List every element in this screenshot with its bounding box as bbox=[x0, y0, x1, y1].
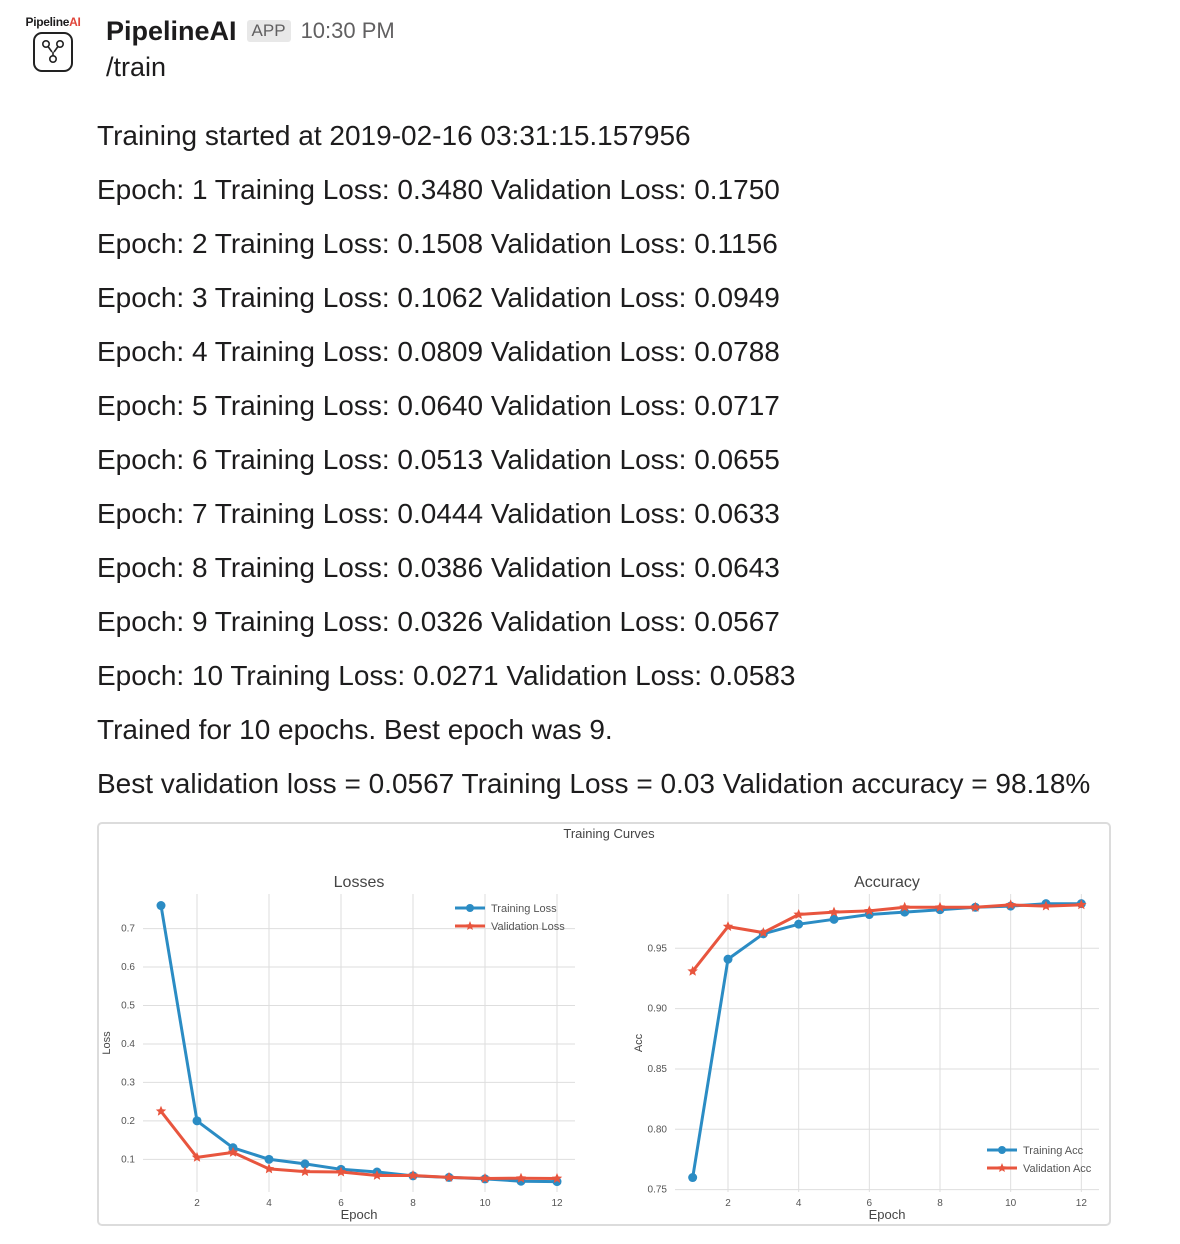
data-point bbox=[156, 901, 166, 911]
x-tick-label: 4 bbox=[796, 1198, 802, 1209]
y-tick-label: 0.4 bbox=[121, 1039, 135, 1050]
subplot-title: Losses bbox=[334, 874, 385, 891]
y-tick-label: 0.85 bbox=[648, 1064, 668, 1075]
data-point bbox=[551, 1173, 563, 1183]
data-point bbox=[300, 1159, 310, 1169]
data-point bbox=[443, 1171, 455, 1182]
log-line: Epoch: 8 Training Loss: 0.0386 Validatio… bbox=[97, 552, 780, 583]
data-point bbox=[829, 914, 839, 924]
legend-marker bbox=[998, 1146, 1006, 1154]
message-timestamp[interactable]: 10:30 PM bbox=[300, 18, 395, 43]
data-point bbox=[723, 954, 733, 964]
training-curves-figure: Training Curves 2 4 6 8 10 12 0.1 0.2 0.3 0.4 0.5 0… bbox=[101, 826, 1099, 1222]
legend-marker bbox=[466, 904, 474, 912]
data-point bbox=[192, 1116, 202, 1126]
log-line: Epoch: 9 Training Loss: 0.0326 Validatio… bbox=[97, 606, 780, 637]
data-point bbox=[264, 1154, 274, 1164]
x-tick-label: 12 bbox=[551, 1198, 563, 1209]
app-avatar[interactable]: PipelineAI bbox=[18, 14, 88, 84]
data-point bbox=[687, 965, 698, 976]
log-line: Training started at 2019-02-16 03:31:15.… bbox=[97, 120, 691, 151]
data-point bbox=[793, 909, 804, 919]
data-point bbox=[970, 901, 981, 912]
data-point bbox=[1040, 900, 1052, 911]
y-tick-label: 0.80 bbox=[648, 1124, 668, 1135]
y-tick-label: 0.6 bbox=[121, 962, 135, 973]
subplot-title: Accuracy bbox=[854, 874, 920, 891]
x-tick-label: 4 bbox=[266, 1198, 272, 1209]
data-point bbox=[371, 1170, 383, 1180]
x-tick-label: 10 bbox=[479, 1198, 491, 1209]
log-line: Epoch: 2 Training Loss: 0.1508 Validatio… bbox=[97, 228, 778, 259]
y-tick-label: 0.7 bbox=[121, 924, 135, 935]
x-tick-label: 6 bbox=[338, 1198, 344, 1209]
x-tick-label: 10 bbox=[1005, 1198, 1017, 1209]
data-point bbox=[191, 1151, 203, 1162]
legend-label: Validation Loss bbox=[491, 921, 565, 933]
data-point bbox=[1076, 899, 1087, 910]
figure-suptitle: Training Curves bbox=[563, 826, 655, 841]
slash-command: /train bbox=[106, 52, 167, 82]
log-line: Epoch: 4 Training Loss: 0.0809 Validatio… bbox=[97, 336, 780, 367]
x-tick-label: 12 bbox=[1076, 1198, 1088, 1209]
data-point bbox=[227, 1146, 239, 1157]
y-axis-label: Acc bbox=[633, 1033, 645, 1052]
training-log: Training started at 2019-02-16 03:31:15.… bbox=[97, 109, 1090, 811]
data-point bbox=[758, 927, 769, 938]
log-line: Best validation loss = 0.0567 Training L… bbox=[97, 768, 1091, 799]
data-point bbox=[299, 1166, 311, 1177]
data-point bbox=[407, 1170, 419, 1180]
plot-area bbox=[675, 894, 1099, 1192]
log-line: Trained for 10 epochs. Best epoch was 9. bbox=[97, 714, 613, 745]
series-line bbox=[691, 903, 1082, 973]
data-point bbox=[794, 919, 804, 929]
data-point bbox=[155, 1105, 167, 1116]
app-name-link[interactable]: PipelineAI bbox=[106, 15, 237, 46]
app-badge: APP bbox=[246, 20, 291, 42]
data-point bbox=[335, 1166, 347, 1177]
data-point bbox=[864, 905, 875, 916]
data-point bbox=[899, 901, 910, 912]
data-point bbox=[688, 1173, 698, 1183]
message-header: PipelineAI APP 10:30 PM bbox=[106, 10, 395, 52]
x-axis-label: Epoch bbox=[869, 1207, 906, 1222]
log-line: Epoch: 5 Training Loss: 0.0640 Validatio… bbox=[97, 390, 780, 421]
y-tick-label: 0.3 bbox=[121, 1077, 135, 1088]
y-tick-label: 0.1 bbox=[121, 1154, 135, 1165]
y-tick-label: 0.2 bbox=[121, 1116, 135, 1127]
legend-marker bbox=[465, 921, 475, 930]
x-tick-label: 2 bbox=[725, 1198, 731, 1209]
y-tick-label: 0.95 bbox=[648, 943, 668, 954]
log-line: Epoch: 3 Training Loss: 0.1062 Validatio… bbox=[97, 282, 780, 313]
data-point bbox=[479, 1173, 491, 1183]
x-tick-label: 6 bbox=[867, 1198, 873, 1209]
training-curves-image[interactable]: Training Curves 2 4 6 8 10 12 0.1 0.2 0.3 0.4 0.5 0… bbox=[97, 822, 1111, 1226]
legend-label: Training Loss bbox=[491, 903, 557, 915]
x-tick-label: 8 bbox=[410, 1198, 416, 1209]
log-line: Epoch: 10 Training Loss: 0.0271 Validati… bbox=[97, 660, 796, 691]
log-line: Epoch: 7 Training Loss: 0.0444 Validatio… bbox=[97, 498, 780, 529]
avatar-brand: PipelineAI bbox=[25, 15, 81, 29]
x-axis-label: Epoch bbox=[341, 1207, 378, 1222]
data-point bbox=[515, 1172, 527, 1183]
legend-label: Training Acc bbox=[1023, 1145, 1084, 1157]
legend-label: Validation Acc bbox=[1023, 1163, 1092, 1175]
y-tick-label: 0.75 bbox=[648, 1185, 668, 1196]
legend-marker bbox=[997, 1163, 1007, 1172]
data-point bbox=[722, 921, 734, 931]
data-point bbox=[263, 1163, 275, 1174]
data-point bbox=[828, 906, 840, 917]
y-axis-label: Loss bbox=[101, 1031, 113, 1055]
y-tick-label: 0.5 bbox=[121, 1001, 135, 1012]
series-line bbox=[159, 1110, 558, 1180]
pipeline-logo-icon bbox=[33, 32, 73, 72]
data-point bbox=[1005, 899, 1016, 910]
plot-area bbox=[143, 894, 575, 1192]
x-tick-label: 2 bbox=[194, 1198, 200, 1209]
y-tick-label: 0.90 bbox=[648, 1004, 668, 1015]
log-line: Epoch: 6 Training Loss: 0.0513 Validatio… bbox=[97, 444, 780, 475]
x-tick-label: 8 bbox=[937, 1198, 943, 1209]
data-point bbox=[934, 901, 946, 912]
log-line: Epoch: 1 Training Loss: 0.3480 Validatio… bbox=[97, 174, 780, 205]
